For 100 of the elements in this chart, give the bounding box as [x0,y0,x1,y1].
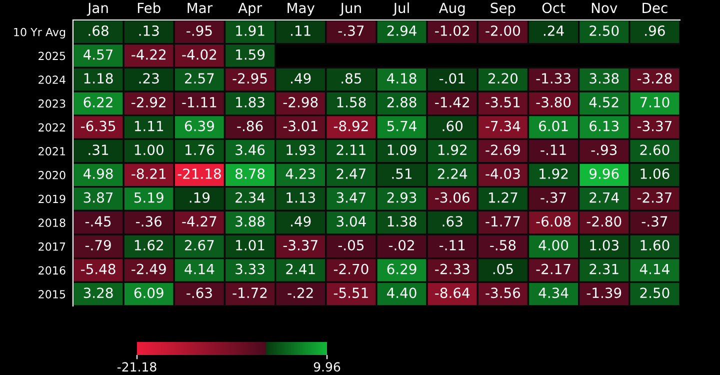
x-tick-label: Oct [542,2,566,14]
data-label: 4.14 [640,264,670,274]
data-label: 1.13 [286,192,315,203]
data-label: -6.08 [536,216,571,227]
color-bar-label: -21.18 [117,362,156,372]
data-label: -2.70 [334,264,368,274]
data-label: -1.33 [536,73,570,84]
data-label: .85 [342,73,362,84]
data-label: 2.34 [236,192,265,203]
y-tick-label: 2025 [38,52,66,60]
data-label: 1.59 [236,49,265,60]
data-label: 3.47 [336,192,366,203]
data-label: -.37 [642,216,668,227]
x-tick-label: Jul [392,2,409,16]
data-label: -.86 [237,120,263,132]
x-tick-label: Nov [592,2,618,14]
data-label: 1.11 [134,120,164,132]
x-tick-label: Mar [188,2,213,14]
data-label: 1.91 [236,25,264,36]
data-label: 1.38 [388,216,416,227]
data-label: 3.88 [236,216,265,227]
data-label: -7.34 [486,120,520,132]
data-label: -2.92 [132,96,166,108]
data-label: -.58 [490,240,516,250]
data-label: 4.18 [387,73,416,84]
data-label: 6.39 [184,120,214,132]
y-tick-label: 2019 [38,194,66,204]
data-label: .96 [645,25,665,36]
y-tick-label: 10 Yr Avg [14,28,66,38]
data-label: 4.52 [589,96,618,108]
data-label: -.05 [338,240,364,250]
data-label: -.37 [338,25,364,36]
data-label: -3.80 [536,96,571,108]
data-label: -.79 [85,240,111,250]
data-label: -3.28 [637,73,672,84]
data-label: 1.58 [337,96,366,108]
data-label: -3.51 [486,96,520,108]
data-label: 2.93 [387,192,416,203]
data-label: 2.74 [590,192,619,203]
data-label: -2.69 [486,144,520,156]
data-label: -2.98 [283,96,318,108]
data-label: -1.42 [435,96,469,108]
x-tick-label: Feb [138,2,160,14]
data-label: -21.18 [178,168,221,179]
data-label: -8.64 [435,288,470,298]
data-label: 2.50 [590,25,619,36]
data-label: 2.67 [185,240,214,250]
data-label: -2.49 [132,264,166,274]
y-tick-label: 2015 [38,290,66,298]
x-tick-label: Dec [642,2,668,14]
data-label: 2.60 [640,144,670,156]
data-label: -2.80 [586,216,622,227]
y-tick-label: 2021 [38,147,66,156]
data-label: 6.22 [84,96,112,108]
data-label: 6.29 [387,264,416,274]
y-tick-label: 2024 [38,76,66,84]
data-label: 2.24 [438,168,468,179]
data-label: -.36 [136,216,162,227]
x-tick-label: Jan [86,2,108,16]
data-label: -4.03 [486,168,520,179]
data-label: 1.92 [438,144,466,156]
data-label: -2.37 [637,192,672,203]
data-label: -3.01 [283,120,318,132]
data-label: .63 [442,216,462,227]
data-label: -3.37 [637,120,672,132]
data-label: -4.27 [182,216,216,226]
data-label: 4.98 [84,168,113,179]
data-label: 1.83 [236,96,264,108]
data-label: 4.40 [387,288,416,298]
data-label: 2.94 [387,25,416,36]
data-label: 8.78 [236,168,265,179]
data-label: 6.13 [590,120,618,132]
data-label: -2.33 [435,264,470,274]
data-label: -3.06 [435,192,470,203]
data-label: 5.19 [134,192,164,203]
data-label: .05 [493,264,513,274]
data-label: 6.01 [539,120,568,132]
data-label: 3.46 [236,144,265,156]
data-label: .23 [139,73,159,84]
data-label: 1.27 [489,192,518,203]
data-label: -5.48 [81,264,116,274]
data-label: -.11 [540,144,566,155]
data-label: 2.47 [336,168,366,179]
y-tick-label: 2016 [38,266,66,275]
data-label: -2.95 [232,73,267,84]
data-label: -.01 [440,73,465,84]
data-label: 1.60 [640,240,670,250]
data-label: 1.62 [134,240,163,250]
data-label: .11 [291,26,310,36]
data-label: -4.22 [132,49,166,60]
data-label: 4.14 [184,264,214,274]
y-tick-label: 2020 [38,170,66,180]
data-label: 2.11 [336,144,366,155]
data-label: 2.31 [590,264,618,274]
data-label: 4.00 [538,240,568,250]
data-label: 6.09 [134,288,164,298]
data-label: 3.28 [84,288,113,298]
color-bar-label: 9.96 [314,362,340,372]
data-label: 1.92 [540,168,568,179]
data-label: -8.92 [334,120,368,132]
